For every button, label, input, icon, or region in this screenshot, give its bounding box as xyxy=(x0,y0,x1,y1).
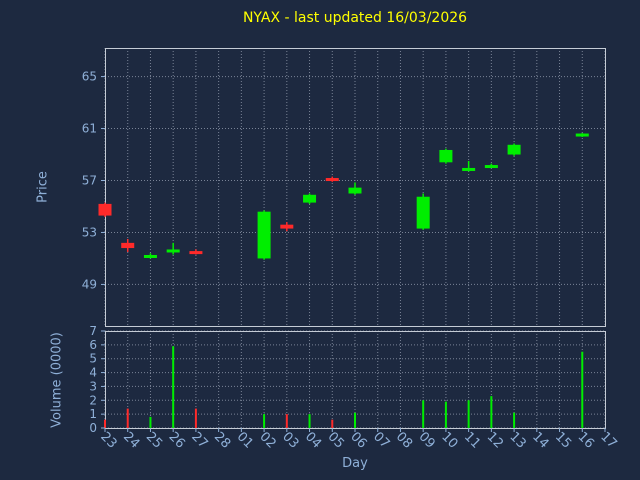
price-tick-label: 57 xyxy=(82,174,97,188)
x-tick-label: 09 xyxy=(416,429,438,451)
candle-day-26 xyxy=(166,242,180,255)
x-tick-label: 10 xyxy=(438,429,460,451)
volume-tick-label: 6 xyxy=(89,338,97,352)
candle-day-10 xyxy=(439,148,453,164)
x-tick-label: 16 xyxy=(575,429,597,451)
tick-marks xyxy=(101,76,606,432)
x-tick-label: 13 xyxy=(506,429,528,451)
price-tick-label: 61 xyxy=(82,122,97,136)
candle-day-04 xyxy=(303,193,317,204)
volume-tick-label: 1 xyxy=(89,407,97,421)
x-tick-label: 27 xyxy=(188,429,210,451)
candle-day-23 xyxy=(98,202,112,217)
candle-day-11 xyxy=(462,161,476,172)
volume-tick-label: 2 xyxy=(89,393,97,407)
candle-day-06 xyxy=(348,182,362,195)
volume-tick-label: 7 xyxy=(89,324,97,338)
volume-tick-label: 0 xyxy=(89,421,97,435)
x-tick-label: 04 xyxy=(302,429,324,451)
x-tick-label: 11 xyxy=(461,429,483,451)
price-tick-label: 49 xyxy=(82,277,97,291)
candle-day-13 xyxy=(507,143,521,156)
candle-day-25 xyxy=(143,253,157,259)
x-tick-label: 05 xyxy=(325,429,347,451)
x-tick-label: 07 xyxy=(370,429,392,451)
x-tick-label: 25 xyxy=(143,429,165,451)
candle-day-16 xyxy=(575,133,589,137)
x-tick-label: 02 xyxy=(256,429,278,451)
volume-tick-label: 3 xyxy=(89,379,97,393)
volume-tick-label: 5 xyxy=(89,352,97,366)
candle-day-03 xyxy=(280,222,294,232)
candle-day-09 xyxy=(416,193,430,230)
x-tick-label: 14 xyxy=(529,429,551,451)
candle-day-05 xyxy=(325,176,339,182)
day-axis-label: Day xyxy=(342,456,368,471)
x-tick-label: 23 xyxy=(97,429,119,451)
candle-day-27 xyxy=(189,249,203,255)
x-tick-label: 08 xyxy=(393,429,415,451)
grid-lines xyxy=(104,48,606,429)
chart-title: NYAX - last updated 16/03/2026 xyxy=(242,10,468,26)
candlesticks xyxy=(98,133,589,260)
x-tick-label: 17 xyxy=(597,429,619,451)
candle-day-12 xyxy=(484,163,498,169)
candle-day-02 xyxy=(257,210,271,260)
x-tick-label: 26 xyxy=(166,429,188,451)
x-tick-label: 01 xyxy=(234,429,256,451)
x-tick-label: 28 xyxy=(211,429,233,451)
volume-tick-label: 4 xyxy=(89,366,97,380)
x-tick-label: 06 xyxy=(347,429,369,451)
candle-day-24 xyxy=(121,238,135,252)
x-tick-label: 24 xyxy=(120,429,142,451)
x-tick-label: 15 xyxy=(552,429,574,451)
price-tick-label: 65 xyxy=(82,70,97,84)
volume-bars xyxy=(104,346,584,428)
x-tick-label: 12 xyxy=(484,429,506,451)
x-tick-label: 03 xyxy=(279,429,301,451)
price-tick-label: 53 xyxy=(82,225,97,239)
